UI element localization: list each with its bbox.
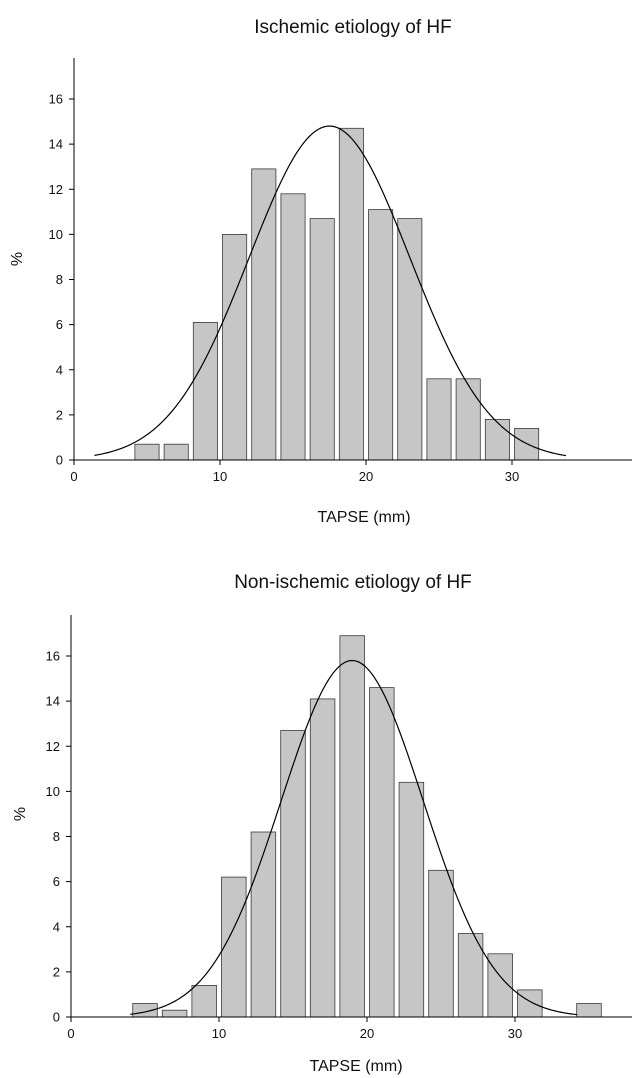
- chart-title: Ischemic etiology of HF: [254, 17, 451, 38]
- histogram-bar: [457, 933, 484, 1018]
- histogram-bar: [426, 378, 452, 461]
- histogram-bar: [163, 443, 189, 461]
- y-tick-label: 2: [56, 407, 63, 422]
- histogram-bar: [309, 218, 335, 461]
- histogram-bar: [161, 1009, 188, 1018]
- histogram-bar: [221, 876, 247, 1018]
- y-tick-label: 16: [46, 649, 60, 664]
- x-tick-label: 0: [67, 1026, 74, 1041]
- histogram-bar: [309, 698, 336, 1018]
- chart-title: Non-ischemic etiology of HF: [234, 572, 472, 593]
- x-tick-label: 10: [212, 1026, 226, 1041]
- y-tick-label: 16: [49, 92, 63, 107]
- chart-ischemic-svg: Ischemic etiology of HF TAPSE (mm) % 0 2 4…: [9, 17, 632, 526]
- y-tick-label: 8: [56, 272, 63, 287]
- y-tick-label: 2: [53, 964, 60, 979]
- y-tick-label: 12: [46, 739, 60, 754]
- histogram-bar: [576, 1003, 602, 1018]
- y-tick-label: 10: [46, 784, 60, 799]
- normal-fit-curve: [130, 659, 578, 1016]
- histogram-bar: [250, 831, 277, 1018]
- y-tick-label: 14: [46, 694, 60, 709]
- histogram-bar: [397, 218, 423, 461]
- histogram-bar: [280, 193, 306, 461]
- x-axis-label: TAPSE (mm): [317, 509, 410, 526]
- x-tick-label: 20: [359, 469, 373, 484]
- plot-area: 0 2 4 6 8 10 12 14 16 0 10 20 30: [46, 615, 632, 1041]
- histogram-bar: [222, 233, 248, 461]
- histogram-bar: [517, 989, 543, 1018]
- histogram-bar: [191, 984, 217, 1018]
- histogram-bar: [134, 443, 160, 461]
- chart-non-ischemic-svg: Non-ischemic etiology of HF TAPSE (mm) %…: [12, 572, 632, 1075]
- y-tick-label: 8: [53, 829, 60, 844]
- histogram-bar: [368, 209, 394, 461]
- y-tick-label: 6: [53, 874, 60, 889]
- histogram-bar: [398, 781, 425, 1018]
- histogram-bar: [428, 869, 454, 1018]
- y-tick-label: 12: [49, 182, 63, 197]
- histogram-bar: [192, 321, 218, 461]
- y-tick-label: 4: [53, 919, 60, 934]
- plot-area: 0 2 4 6 8 10 12 14 16 0 10 20 30: [49, 58, 632, 484]
- y-tick-label: 10: [49, 227, 63, 242]
- histogram-bar: [455, 378, 481, 461]
- y-tick-label: 0: [53, 1010, 60, 1025]
- x-axis-label: TAPSE (mm): [309, 1058, 402, 1075]
- histogram-bar: [369, 687, 395, 1018]
- chart-non-ischemic: Non-ischemic etiology of HF TAPSE (mm) %…: [0, 540, 632, 1078]
- histogram-bar: [280, 730, 306, 1018]
- x-tick-label: 20: [360, 1026, 374, 1041]
- x-tick-label: 10: [213, 469, 227, 484]
- y-tick-label: 14: [49, 137, 63, 152]
- chart-ischemic: Ischemic etiology of HF TAPSE (mm) % 0 2 4…: [0, 0, 632, 535]
- histogram-bar: [339, 635, 365, 1018]
- histogram-bar: [338, 127, 364, 461]
- y-tick-label: 0: [56, 453, 63, 468]
- normal-fit-curve: [94, 125, 567, 457]
- histogram-bar: [251, 168, 277, 461]
- y-tick-label: 4: [56, 362, 63, 377]
- y-tick-label: 6: [56, 317, 63, 332]
- y-axis-label: %: [12, 807, 29, 821]
- histogram-bar: [484, 418, 510, 461]
- x-tick-label: 30: [505, 469, 519, 484]
- x-tick-label: 30: [508, 1026, 522, 1041]
- y-axis-label: %: [9, 252, 26, 266]
- x-tick-label: 0: [70, 469, 77, 484]
